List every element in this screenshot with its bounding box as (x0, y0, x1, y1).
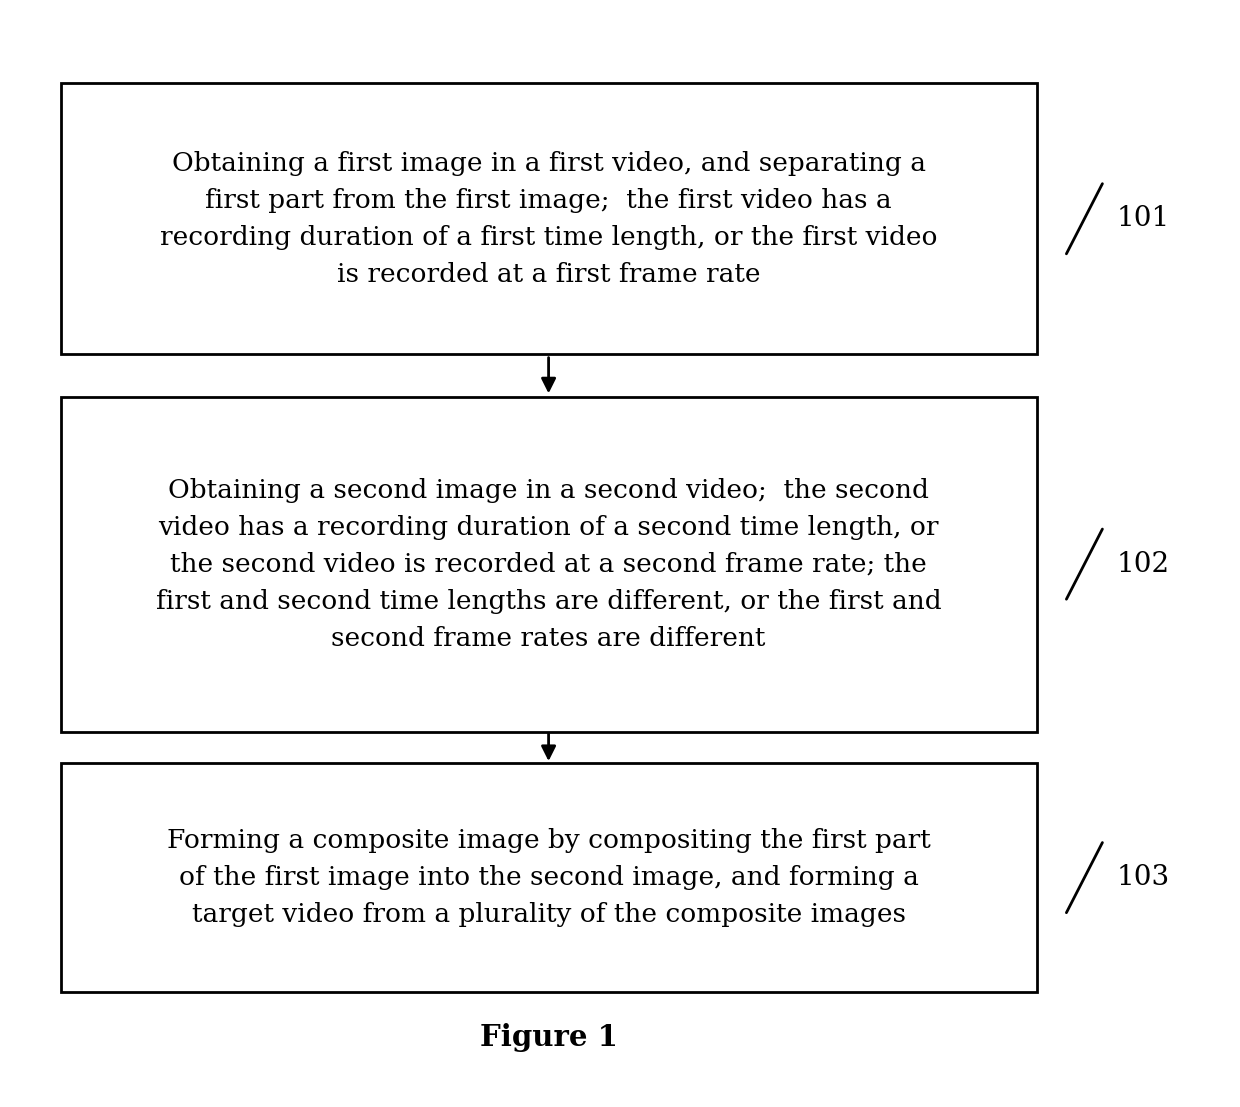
Text: Forming a composite image by compositing the first part
of the first image into : Forming a composite image by compositing… (166, 828, 930, 928)
Text: 103: 103 (1117, 865, 1169, 891)
Text: Figure 1: Figure 1 (480, 1023, 618, 1052)
Text: Obtaining a first image in a first video, and separating a
first part from the f: Obtaining a first image in a first video… (160, 151, 937, 287)
Bar (61, 83, 1037, 354)
Bar (61, 396, 1037, 732)
Bar (61, 764, 1037, 992)
Text: Obtaining a second image in a second video;  the second
video has a recording du: Obtaining a second image in a second vid… (156, 477, 941, 651)
Text: 102: 102 (1117, 550, 1169, 578)
Text: 101: 101 (1117, 205, 1171, 232)
